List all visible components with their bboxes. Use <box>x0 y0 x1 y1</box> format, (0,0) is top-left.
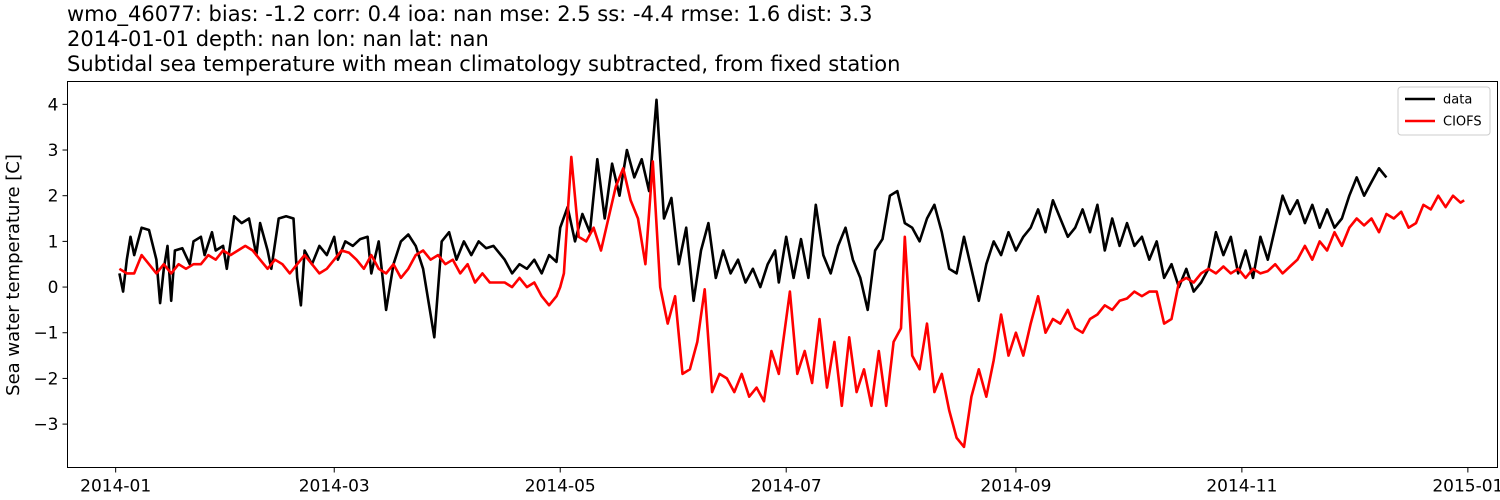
x-tick-label: 2014-03 <box>299 477 370 497</box>
series-line-data <box>118 98 1388 339</box>
y-tick-label: −1 <box>33 324 58 344</box>
series-line-ciofs <box>118 155 1465 449</box>
legend-label-data: data <box>1443 93 1472 108</box>
chart-title-line-1: wmo_46077: bias: -1.2 corr: 0.4 ioa: nan… <box>67 2 873 26</box>
chart-title-line-2: 2014-01-01 depth: nan lon: nan lat: nan <box>67 27 489 51</box>
y-tick-label: −2 <box>33 369 58 389</box>
y-tick-label: 0 <box>48 278 59 298</box>
x-axis: 2014-01 2014-03 2014-05 2014-07 2014-09 2014-… <box>80 467 1500 497</box>
y-tick-label: 2 <box>48 187 59 207</box>
legend-label-ciofs: CIOFS <box>1443 115 1482 130</box>
y-tick-label: −3 <box>33 415 58 435</box>
x-tick-label: 2014-09 <box>980 477 1051 497</box>
series-layer <box>118 98 1465 449</box>
y-axis-label: Sea water temperature [C] <box>3 154 24 396</box>
legend: data CIOFS <box>1397 86 1491 136</box>
chart-title-block: wmo_46077: bias: -1.2 corr: 0.4 ioa: nan… <box>67 2 900 77</box>
x-tick-label: 2014-11 <box>1206 477 1277 497</box>
y-tick-label: 1 <box>48 232 59 252</box>
plot-frame <box>67 81 1498 468</box>
y-tick-label: 3 <box>48 141 59 161</box>
x-tick-label: 2014-05 <box>525 477 596 497</box>
x-tick-label: 2014-07 <box>751 477 822 497</box>
x-tick-label: 2015-01 <box>1432 477 1500 497</box>
x-tick-label: 2014-01 <box>80 477 151 497</box>
y-axis: −3 −2 −1 0 1 2 3 4 <box>33 95 68 435</box>
y-tick-label: 4 <box>48 95 59 115</box>
chart-title-line-3: Subtidal sea temperature with mean clima… <box>67 52 901 76</box>
